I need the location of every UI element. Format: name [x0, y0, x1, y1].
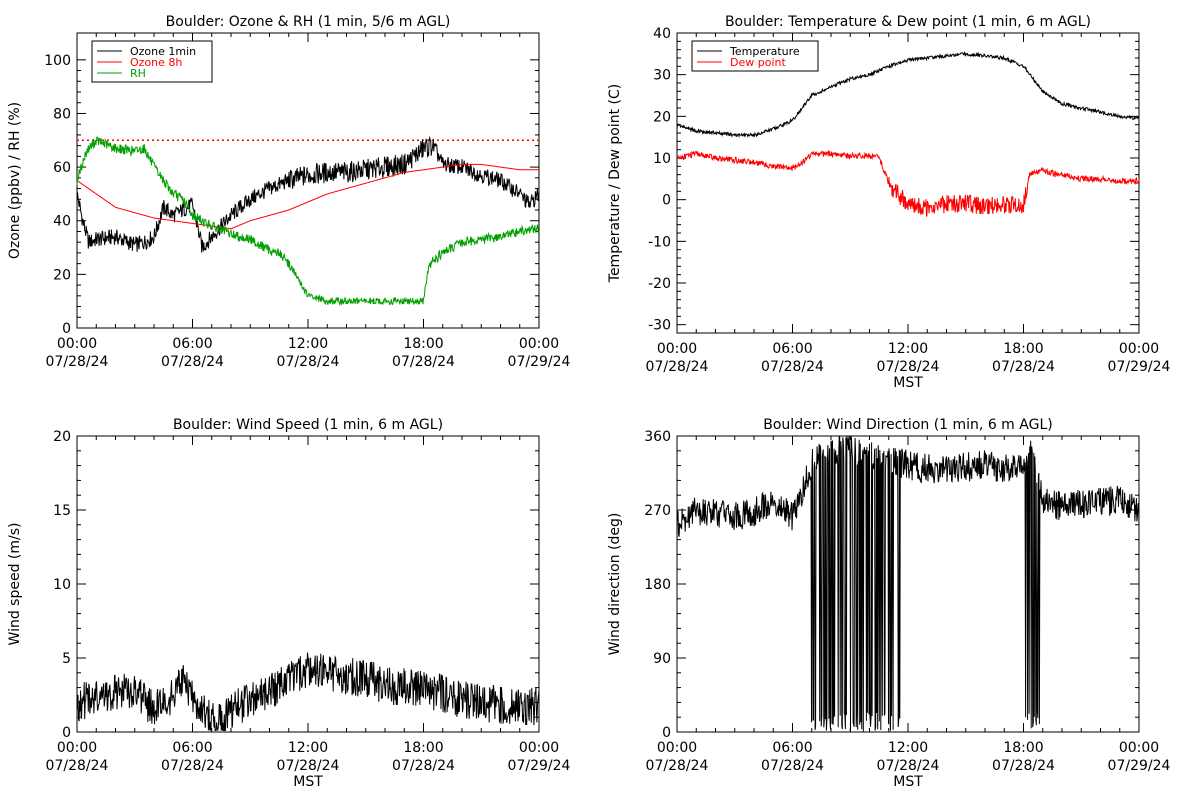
series-line-data — [676, 435, 1140, 733]
x-tick-label-time: 12:00 — [888, 341, 928, 357]
x-axis-label: MST — [893, 774, 923, 790]
temperature-dewpoint-panel: Boulder: Temperature & Dew point (1 min,… — [607, 14, 1171, 391]
x-tick-label-time: 06:00 — [772, 740, 812, 756]
y-tick-label: -10 — [648, 234, 671, 250]
y-tick-label: -30 — [648, 318, 671, 334]
y-tick-label: 90 — [653, 651, 671, 667]
chart-title: Boulder: Ozone & RH (1 min, 5/6 m AGL) — [166, 14, 451, 30]
chart-title: Boulder: Wind Speed (1 min, 6 m AGL) — [173, 417, 443, 433]
x-tick-label-date: 07/29/24 — [1108, 359, 1171, 375]
y-tick-label: 20 — [53, 429, 71, 445]
x-tick-label-date: 07/28/24 — [161, 758, 224, 774]
legend-label: Dew point — [730, 56, 786, 69]
x-tick-label-time: 18:00 — [1003, 341, 1043, 357]
x-axis-label: MST — [293, 774, 323, 790]
x-tick-label-time: 00:00 — [657, 740, 697, 756]
x-tick-label-date: 07/28/24 — [277, 758, 340, 774]
y-tick-label: 0 — [662, 725, 671, 741]
y-tick-label: 10 — [53, 577, 71, 593]
plot-area-frame — [676, 435, 1140, 733]
y-tick-label: 40 — [653, 26, 671, 42]
x-tick-label-time: 00:00 — [57, 336, 97, 352]
x-tick-label-date: 07/28/24 — [46, 758, 109, 774]
y-tick-label: 270 — [644, 503, 671, 519]
x-tick-label-date: 07/28/24 — [992, 758, 1055, 774]
plot-area-frame — [676, 32, 1140, 334]
x-tick-label-date: 07/28/24 — [646, 359, 709, 375]
series-line-dew-point — [676, 149, 1140, 217]
chart-title: Boulder: Wind Direction (1 min, 6 m AGL) — [763, 417, 1052, 433]
wind-direction-panel: Boulder: Wind Direction (1 min, 6 m AGL)… — [607, 417, 1171, 790]
x-tick-label-date: 07/28/24 — [761, 359, 824, 375]
plot-area-frame — [76, 435, 540, 733]
y-tick-label: 0 — [62, 321, 71, 337]
y-tick-label: 5 — [62, 651, 71, 667]
x-tick-label-date: 07/29/24 — [508, 758, 571, 774]
y-axis-label: Wind speed (m/s) — [7, 523, 23, 646]
x-tick-label-time: 00:00 — [657, 341, 697, 357]
y-tick-label: 40 — [53, 214, 71, 230]
y-axis-label: Temperature / Dew point (C) — [607, 84, 623, 283]
x-tick-label-date: 07/28/24 — [877, 359, 940, 375]
y-tick-label: 360 — [644, 429, 671, 445]
x-tick-label-date: 07/29/24 — [508, 354, 571, 370]
x-tick-label-date: 07/28/24 — [646, 758, 709, 774]
y-tick-label: 60 — [53, 160, 71, 176]
x-tick-label-date: 07/28/24 — [46, 354, 109, 370]
x-tick-label-time: 12:00 — [288, 336, 328, 352]
series-line-rh — [76, 136, 540, 306]
y-tick-label: 0 — [62, 725, 71, 741]
x-tick-label-time: 18:00 — [403, 740, 443, 756]
x-tick-label-time: 00:00 — [519, 336, 559, 352]
y-tick-label: -20 — [648, 276, 671, 292]
series-line-ozone-1min — [76, 135, 540, 253]
x-tick-label-date: 07/28/24 — [392, 354, 455, 370]
x-tick-label-date: 07/28/24 — [392, 758, 455, 774]
x-tick-label-time: 06:00 — [772, 341, 812, 357]
x-tick-label-time: 00:00 — [1119, 740, 1159, 756]
x-tick-label-time: 06:00 — [172, 336, 212, 352]
x-tick-label-time: 12:00 — [288, 740, 328, 756]
x-tick-label-time: 12:00 — [888, 740, 928, 756]
x-tick-label-time: 06:00 — [172, 740, 212, 756]
legend-label: Ozone 8h — [130, 56, 182, 69]
y-tick-label: 80 — [53, 106, 71, 122]
legend-box — [691, 40, 819, 72]
legend-label: RH — [130, 67, 146, 80]
x-tick-label-time: 00:00 — [1119, 341, 1159, 357]
ozone-rh-panel: Boulder: Ozone & RH (1 min, 5/6 m AGL) 0 2… — [7, 14, 571, 370]
y-tick-label: 100 — [44, 53, 71, 69]
y-axis-label: Wind direction (deg) — [607, 513, 623, 656]
y-tick-label: 20 — [53, 267, 71, 283]
x-tick-label-date: 07/28/24 — [277, 354, 340, 370]
x-tick-label-date: 07/28/24 — [877, 758, 940, 774]
legend-label: Temperature — [729, 45, 800, 58]
x-tick-label-time: 00:00 — [519, 740, 559, 756]
x-axis-label: MST — [893, 375, 923, 391]
x-tick-label-time: 18:00 — [1003, 740, 1043, 756]
y-tick-label: 30 — [653, 68, 671, 84]
series-line-ozone-8h — [76, 163, 539, 230]
y-tick-label: 15 — [53, 503, 71, 519]
x-tick-label-time: 18:00 — [403, 336, 443, 352]
chart-title: Boulder: Temperature & Dew point (1 min,… — [725, 14, 1091, 30]
x-tick-label-date: 07/28/24 — [761, 758, 824, 774]
x-tick-label-date: 07/28/24 — [992, 359, 1055, 375]
y-tick-label: 0 — [662, 193, 671, 209]
x-tick-label-date: 07/29/24 — [1108, 758, 1171, 774]
wind-speed-panel: Boulder: Wind Speed (1 min, 6 m AGL) 0 5 10… — [7, 417, 571, 790]
series-line-temperature — [676, 51, 1140, 139]
legend-label: Ozone 1min — [130, 45, 196, 58]
y-tick-label: 10 — [653, 151, 671, 167]
y-tick-label: 20 — [653, 109, 671, 125]
y-tick-label: 180 — [644, 577, 671, 593]
y-axis-label: Ozone (ppbv) / RH (%) — [7, 102, 23, 259]
x-tick-label-time: 00:00 — [57, 740, 97, 756]
series-line-data — [76, 652, 540, 731]
x-tick-label-date: 07/28/24 — [161, 354, 224, 370]
